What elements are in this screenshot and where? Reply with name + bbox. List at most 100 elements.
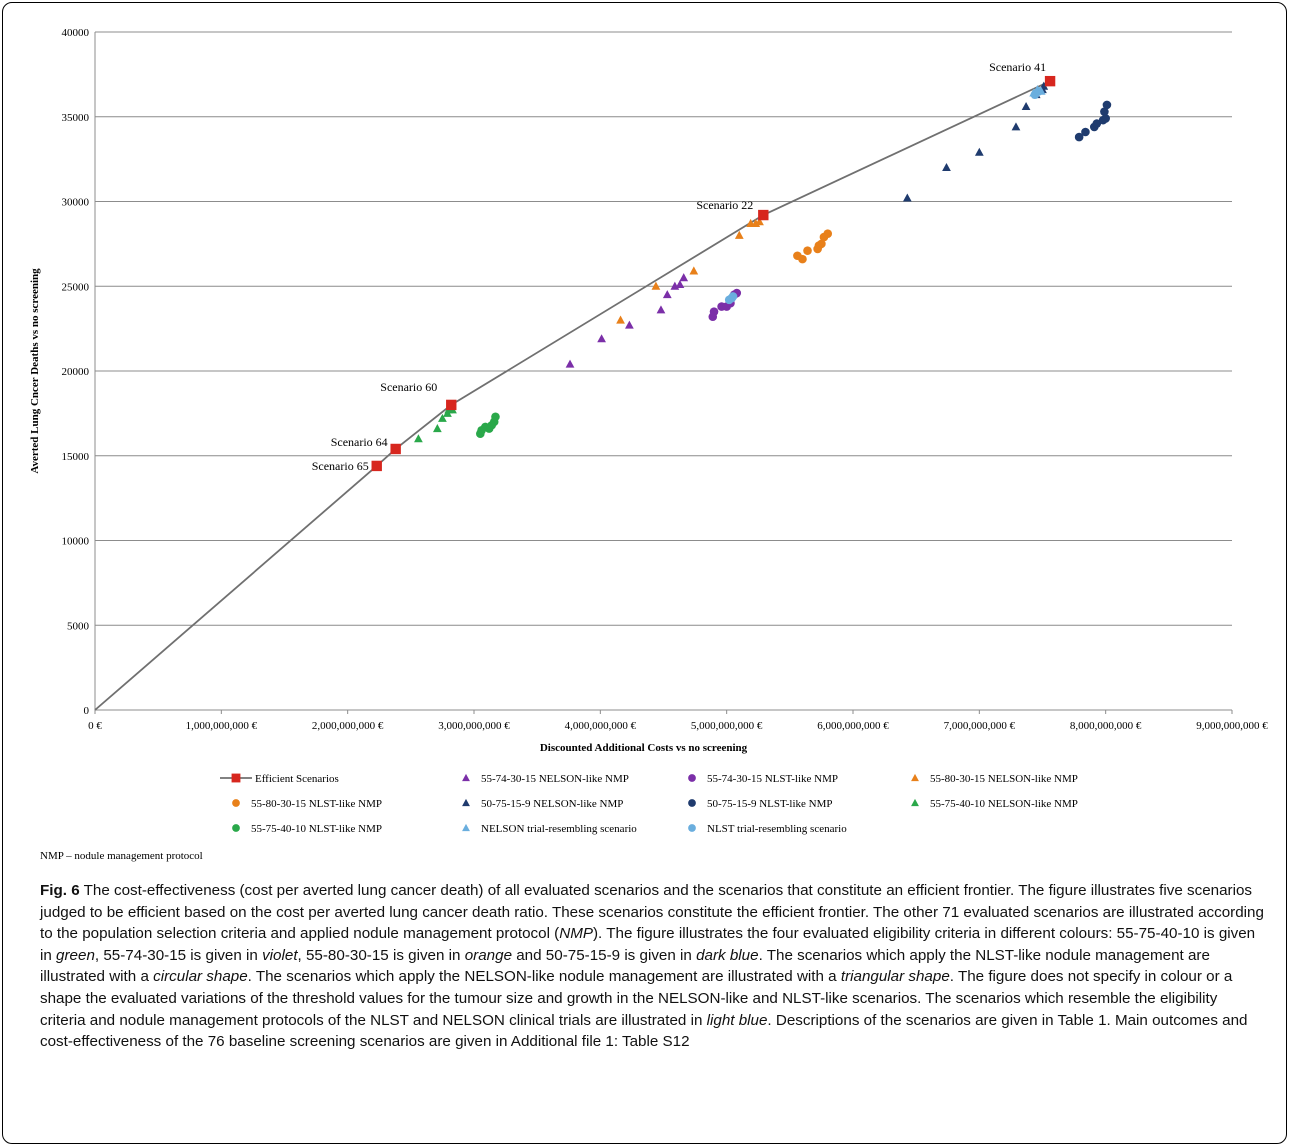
x-tick-label: 1,000,000,000 € [186, 720, 258, 732]
caption-segment: . The scenarios which apply the NLST-lik… [40, 946, 1210, 986]
series-55-74-30-15-nlst-like-nmp [708, 288, 742, 322]
x-tick-label: 9,000,000,000 € [1196, 720, 1268, 732]
legend-marker [232, 824, 240, 832]
series-50-75-15-9-nlst-like-nmp [1074, 100, 1112, 142]
y-tick-label: 25000 [62, 281, 90, 293]
legend-label: NLST trial-resembling scenario [707, 823, 847, 835]
data-point [1021, 101, 1031, 111]
scenario-label: Scenario 60 [380, 380, 437, 394]
series-50-75-15-9-nelson-like-nmp [902, 81, 1049, 202]
legend-label: 55-74-30-15 NLST-like NMP [707, 773, 838, 785]
data-point [414, 434, 423, 443]
data-point [662, 290, 672, 299]
efficient-point [446, 399, 457, 411]
data-point [1034, 87, 1044, 96]
legend-marker [911, 798, 919, 807]
scenario-label: Scenario 65 [312, 459, 369, 473]
legend-marker [688, 774, 696, 782]
legend-marker [462, 823, 470, 832]
legend-marker [231, 773, 241, 783]
legend-marker [462, 773, 470, 782]
legend-item: NLST trial-resembling scenario [688, 823, 847, 835]
caption-segment: , 55-80-30-15 is given in [297, 946, 465, 964]
data-point [1102, 100, 1112, 110]
data-point [1092, 119, 1102, 128]
legend-item: 55-75-40-10 NELSON-like NMP [911, 798, 1078, 810]
caption-segment: . The scenarios which apply the NELSON-l… [247, 968, 841, 986]
efficient-point [1044, 75, 1056, 87]
efficient-point [390, 443, 401, 455]
x-tick-label: 8,000,000,000 € [1070, 720, 1142, 732]
caption-segment: dark blue [696, 946, 759, 964]
caption-segment: . The figure does not specify in colour … [40, 968, 1233, 1029]
data-point [1100, 107, 1109, 116]
legend-label: 55-74-30-15 NELSON-like NMP [481, 773, 629, 785]
legend-item: 50-75-15-9 NELSON-like NMP [462, 798, 623, 810]
legend-marker [462, 798, 470, 807]
figure-label: Fig. 6 [40, 882, 80, 899]
data-point [974, 147, 984, 156]
legend-label: 55-80-30-15 NELSON-like NMP [930, 773, 1078, 785]
legend-label: 55-75-40-10 NELSON-like NMP [930, 798, 1078, 810]
data-point [432, 424, 442, 433]
chart: 0 5000 10000 15000 20000 25000 30000 35000 40000… [29, 27, 1268, 835]
y-tick-label: 10000 [62, 536, 90, 548]
y-tick-label: 0 [84, 705, 90, 717]
x-tick-label: 3,000,000,000 € [438, 720, 510, 732]
legend-label: Efficient Scenarios [255, 773, 339, 785]
legend-marker [688, 824, 696, 832]
x-tick-label: 7,000,000,000 € [944, 720, 1016, 732]
scenario-label: Scenario 64 [331, 435, 388, 449]
efficient-frontier-line [94, 80, 1051, 711]
caption-body: The cost-effectiveness (cost per averted… [40, 882, 1264, 1050]
data-point [491, 412, 500, 422]
legend-label: 50-75-15-9 NLST-like NMP [707, 798, 832, 810]
legend-item: 55-74-30-15 NLST-like NMP [688, 773, 838, 785]
y-tick-label: 40000 [62, 27, 90, 39]
data-point [438, 413, 447, 422]
caption-segment: The cost-effectiveness (cost per averted… [40, 882, 1264, 943]
figure-caption: Fig. 6 The cost-effectiveness (cost per … [40, 880, 1265, 1053]
y-tick-label: 15000 [62, 451, 90, 463]
legend-item: 55-80-30-15 NELSON-like NMP [911, 773, 1078, 785]
scenario-label: Scenario 22 [696, 198, 753, 212]
legend-item: 55-74-30-15 NELSON-like NMP [462, 773, 629, 785]
legend-label: 55-80-30-15 NLST-like NMP [251, 798, 382, 810]
y-tick-label: 35000 [62, 112, 90, 124]
data-point [803, 246, 812, 255]
caption-segment: . Descriptions of the scenarios are give… [40, 1011, 1248, 1051]
data-point [902, 193, 912, 202]
caption-segment: circular shape [153, 968, 248, 986]
data-point [755, 217, 764, 226]
data-point [651, 281, 661, 290]
legend-marker [911, 773, 919, 782]
y-tick-label: 5000 [67, 620, 90, 632]
legend-item: NELSON trial-resembling scenario [462, 823, 637, 835]
legend-marker [688, 799, 696, 807]
x-tick-label: 2,000,000,000 € [312, 720, 384, 732]
y-axis-title: Averted Lung Cncer Deaths vs no screenin… [29, 268, 41, 474]
abbreviation-note: NMP – nodule management protocol [40, 850, 203, 862]
data-point [1101, 114, 1110, 123]
data-point [656, 305, 666, 314]
data-point [1081, 127, 1090, 137]
x-axis-title: Discounted Additional Costs vs no screen… [540, 742, 748, 754]
data-point [823, 229, 833, 239]
series-55-75-40-10-nlst-like-nmp [476, 412, 500, 439]
data-point [817, 239, 826, 249]
x-tick-label: 0 € [88, 720, 102, 732]
caption-segment: NMP [559, 925, 593, 943]
caption-segment: light blue [706, 1011, 768, 1029]
series-nlst-trial-resembling-scenario [724, 87, 1044, 305]
x-tick-label: 6,000,000,000 € [817, 720, 889, 732]
caption-segment: orange [464, 946, 513, 964]
data-point [798, 254, 807, 264]
y-tick-label: 30000 [62, 197, 90, 209]
data-point [689, 266, 699, 275]
legend-label: NELSON trial-resembling scenario [481, 823, 637, 835]
series-55-75-40-10-nelson-like-nmp [414, 405, 457, 443]
legend-marker [232, 799, 240, 807]
series-55-80-30-15-nlst-like-nmp [793, 229, 833, 264]
data-point [1074, 132, 1084, 142]
caption-segment: , 55-74-30-15 is given in [94, 946, 263, 964]
